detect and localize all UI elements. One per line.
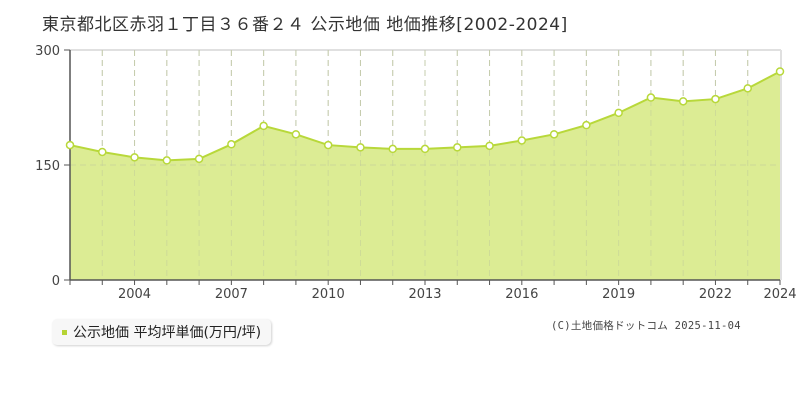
x-tick-label: 2016 <box>505 287 538 302</box>
data-point <box>162 156 172 165</box>
data-point <box>259 121 268 131</box>
data-point <box>194 154 204 164</box>
data-point <box>388 144 397 154</box>
data-point <box>678 97 688 106</box>
data-point <box>549 130 559 139</box>
price-area <box>69 50 781 280</box>
data-point <box>517 136 527 145</box>
x-axis-labels: 2004 2007 2010 2013 2016 2019 2022 2024 <box>118 287 797 302</box>
y-tick-label: 300 <box>35 44 60 59</box>
axes <box>64 49 781 285</box>
x-tick-label: 2022 <box>699 287 732 302</box>
legend-swatch-icon <box>62 329 67 335</box>
legend: 公示地価 平均坪単価(万円/坪) <box>52 319 272 345</box>
data-points <box>65 67 785 165</box>
chart-title: 東京都北区赤羽１丁目３６番２４ 公示地価 地価推移[2002-2024] <box>42 15 568 35</box>
y-tick-label: 150 <box>35 159 60 174</box>
data-point <box>711 94 720 104</box>
legend-label: 公示地価 平均坪単価(万円/坪) <box>73 325 262 341</box>
data-point <box>743 84 752 93</box>
x-tick-label: 2010 <box>312 287 345 302</box>
data-point <box>227 140 236 149</box>
x-tick-label: 2004 <box>118 287 151 302</box>
data-point <box>420 144 430 154</box>
data-point <box>614 108 623 118</box>
y-axis-labels: 0 150 300 <box>35 44 60 289</box>
x-tick-label: 2024 <box>763 287 796 302</box>
y-tick-label: 0 <box>52 274 60 289</box>
x-tick-label: 2007 <box>215 287 248 302</box>
data-point <box>98 147 107 157</box>
data-point <box>356 143 365 152</box>
data-point <box>485 141 494 151</box>
x-tick-label: 2019 <box>602 287 635 302</box>
data-point <box>65 140 75 150</box>
data-point <box>453 143 462 152</box>
data-point <box>323 140 333 150</box>
data-point <box>291 130 301 139</box>
x-tick-label: 2013 <box>408 287 441 302</box>
data-point <box>582 120 591 130</box>
data-point <box>646 93 656 102</box>
data-point <box>775 67 785 76</box>
data-point <box>130 153 139 162</box>
copyright-credit: (C)土地価格ドットコム 2025-11-04 <box>551 320 741 332</box>
